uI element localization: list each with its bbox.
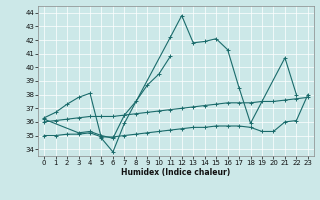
X-axis label: Humidex (Indice chaleur): Humidex (Indice chaleur) (121, 168, 231, 177)
